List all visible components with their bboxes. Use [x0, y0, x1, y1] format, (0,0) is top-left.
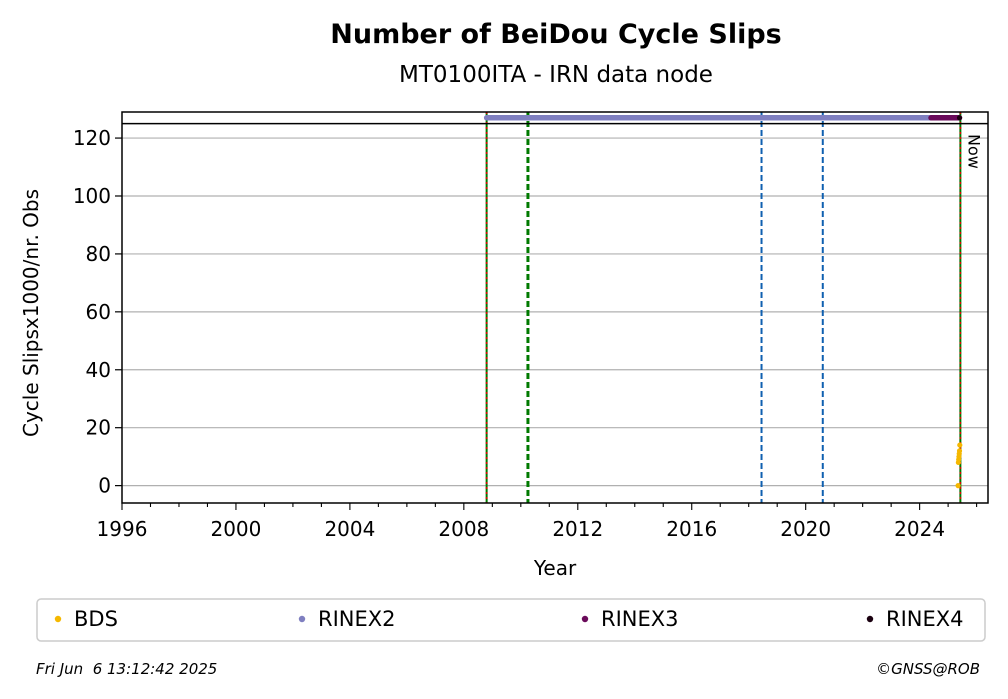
series-bds — [955, 442, 963, 489]
x-tick-label: 1996 — [97, 517, 148, 541]
series-rinex4 — [956, 115, 963, 121]
x-axis-label: Year — [533, 556, 577, 580]
legend-marker-bds — [54, 615, 62, 623]
legend-label-rinex2: RINEX2 — [318, 607, 396, 631]
legend: BDS RINEX2 RINEX3 RINEX4 — [54, 607, 964, 631]
y-tick-label: 60 — [86, 300, 111, 324]
chart-title: Number of BeiDou Cycle Slips — [330, 19, 781, 50]
data-point — [955, 483, 961, 489]
data-point — [955, 459, 961, 466]
legend-label-bds: BDS — [74, 607, 118, 631]
y-tick-label: 40 — [86, 358, 111, 382]
y-tick-label: 80 — [86, 242, 111, 266]
y-axis-ticks: 0 20 40 60 80 100 120 — [73, 126, 122, 498]
legend-marker-rinex2 — [298, 615, 306, 623]
plot-frame — [121, 111, 989, 504]
x-tick-label: 2004 — [324, 517, 375, 541]
legend-marker-rinex4 — [866, 615, 874, 623]
y-tick-label: 0 — [98, 474, 111, 498]
x-tick-label: 2016 — [666, 517, 717, 541]
x-tick-label: 2020 — [780, 517, 831, 541]
data-point — [956, 448, 963, 454]
y-tick-label: 20 — [86, 416, 111, 440]
x-axis-ticks: 1996 2000 2004 2008 2012 2016 2020 2024 — [97, 503, 978, 541]
event-lines — [485, 112, 962, 503]
data-series — [483, 115, 963, 489]
y-tick-label: 120 — [73, 126, 111, 150]
x-tick-label: 2008 — [438, 517, 489, 541]
x-tick-label: 2012 — [552, 517, 603, 541]
now-annotation: Now — [964, 134, 983, 169]
data-point — [956, 115, 963, 121]
y-tick-label: 100 — [73, 184, 111, 208]
chart-subtitle: MT0100ITA - IRN data node — [399, 62, 713, 88]
grid-lines — [122, 137, 988, 487]
footer-timestamp: Fri Jun 6 13:12:42 2025 — [36, 660, 217, 678]
legend-box — [36, 598, 986, 642]
x-tick-label: 2000 — [210, 517, 261, 541]
footer-copyright: ©GNSS@ROB — [876, 660, 980, 678]
y-axis-label: Cycle Slipsx1000/nr. Obs — [19, 189, 43, 437]
data-point — [957, 442, 963, 448]
legend-label-rinex4: RINEX4 — [886, 607, 964, 631]
legend-marker-rinex3 — [581, 615, 589, 623]
x-tick-label: 2024 — [894, 517, 945, 541]
legend-label-rinex3: RINEX3 — [601, 607, 679, 631]
